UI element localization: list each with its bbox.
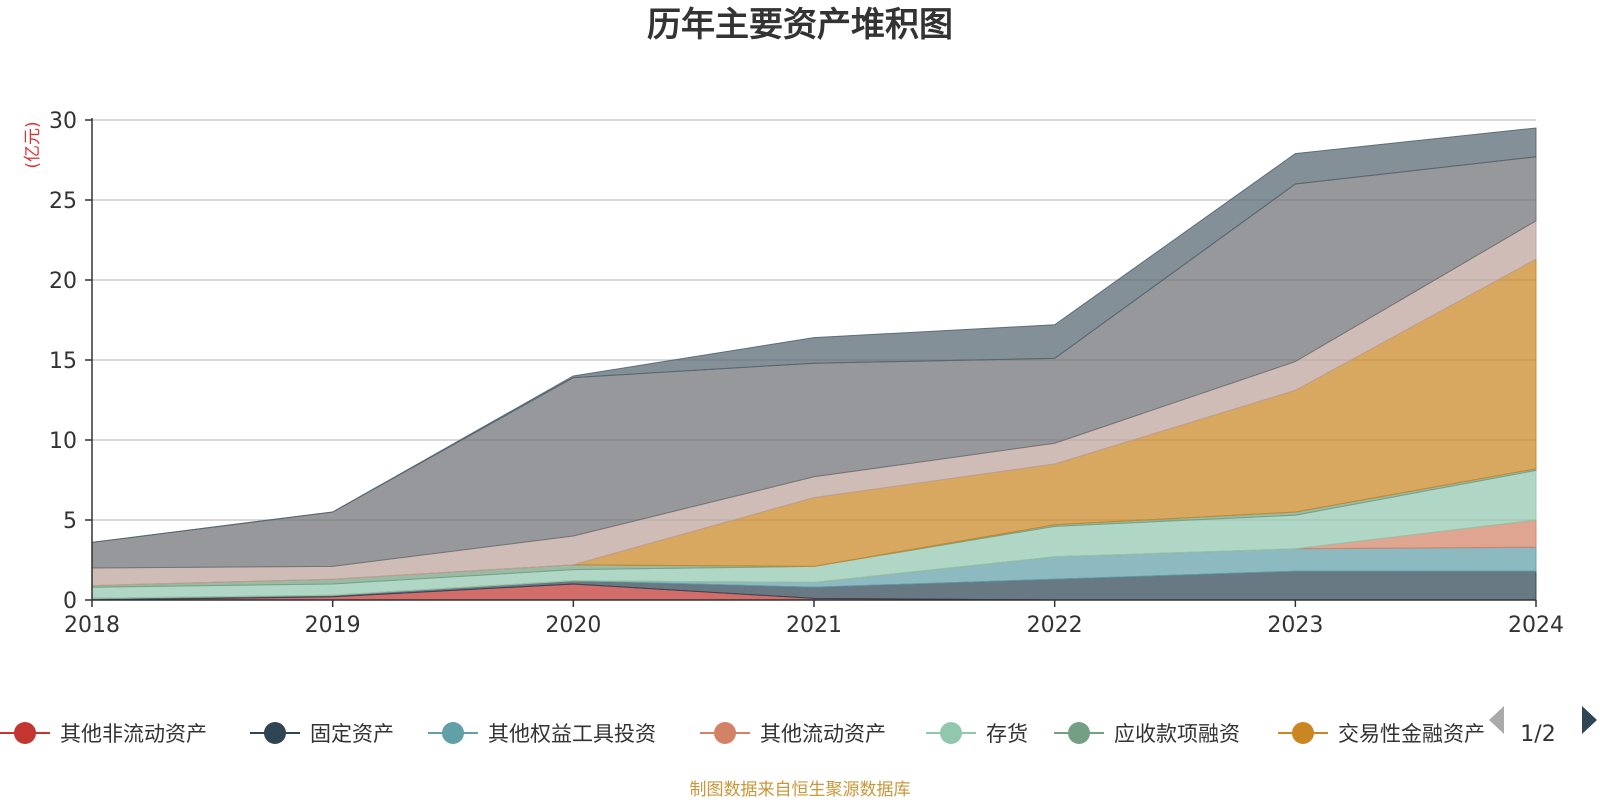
legend-label: 应收款项融资 [1114,722,1240,746]
chart-title: 历年主要资产堆积图 [647,5,953,45]
legend-item-其他流动资产[interactable]: 其他流动资产 [700,722,886,746]
area-series-其他资产[interactable] [91,127,1537,543]
axes: 0 5 10 15 20 25 30 2018 2019 2020 2021 2022 2023 2024 [49,109,1564,638]
y-tick-label: 20 [49,269,77,294]
legend-label: 交易性金融资产 [1338,722,1485,746]
legend-item-固定资产[interactable]: 固定资产 [250,722,394,746]
legend-item-其他权益工具投资[interactable]: 其他权益工具投资 [428,722,656,746]
x-tick-label: 2023 [1267,613,1323,638]
legend-item-其他非流动资产[interactable]: 其他非流动资产 [0,722,207,746]
y-tick-label: 5 [63,509,77,534]
y-tick-label: 10 [49,429,77,454]
source-note: 制图数据来自恒生聚源数据库 [690,780,911,800]
legend-prev-page-icon[interactable] [1489,706,1504,734]
x-tick-label: 2019 [305,613,361,638]
x-tick-label: 2018 [64,613,120,638]
x-tick-label: 2020 [545,613,601,638]
legend-circle-icon [442,722,464,744]
legend-circle-icon [1068,722,1090,744]
y-axis-unit-label: (亿元) [23,121,43,168]
legend-pager: 1/2 [1489,706,1597,747]
x-tick-label: 2021 [786,613,842,638]
x-tick-label: 2022 [1027,613,1083,638]
legend-label: 存货 [986,722,1028,746]
legend-label: 其他流动资产 [760,722,886,746]
legend-label: 固定资产 [310,722,394,746]
x-tick-label: 2024 [1508,613,1564,638]
legend-item-存货[interactable]: 存货 [926,722,1028,746]
legend-label: 其他非流动资产 [60,722,207,746]
y-tick-label: 30 [49,109,77,134]
legend-label: 其他权益工具投资 [488,722,656,746]
legend-circle-icon [264,722,286,744]
legend-circle-icon [940,722,962,744]
y-tick-label: 0 [63,589,77,614]
legend: 其他非流动资产 固定资产 其他权益工具投资 其他流动资产 存货 应收款项融资 交易性金融资产 [0,722,1485,746]
legend-item-交易性金融资产[interactable]: 交易性金融资产 [1278,722,1485,746]
legend-circle-icon [714,722,736,744]
legend-page-indicator: 1/2 [1520,722,1555,747]
legend-item-应收款项融资[interactable]: 应收款项融资 [1054,722,1240,746]
area-series-group [91,127,1537,601]
legend-circle-icon [14,722,36,744]
y-tick-label: 15 [49,349,77,374]
legend-circle-icon [1292,722,1314,744]
legend-next-page-icon[interactable] [1582,706,1597,734]
y-tick-label: 25 [49,189,77,214]
